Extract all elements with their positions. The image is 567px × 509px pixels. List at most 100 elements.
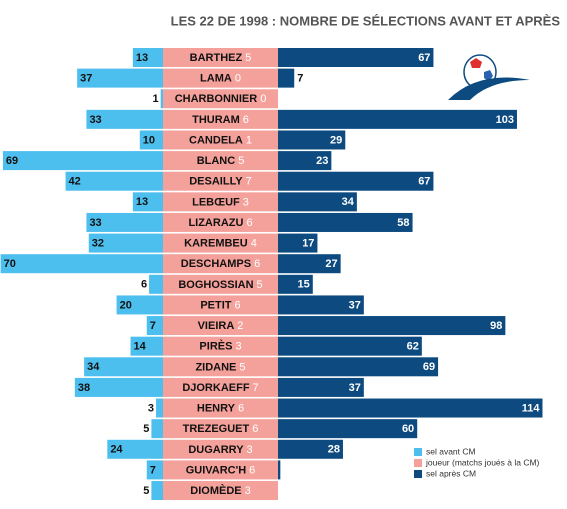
matches-played: 7 (246, 176, 252, 188)
bar-before (74, 377, 163, 397)
player-cell (163, 419, 278, 439)
bar-after (278, 419, 418, 439)
player-name: KAREMBEU 4 (184, 237, 257, 249)
player-cell (163, 151, 278, 171)
player-cell (163, 89, 278, 109)
value-label: 5 (143, 485, 149, 497)
player-name: LAMA 0 (200, 73, 241, 85)
bar-after (278, 233, 318, 253)
matches-played: 0 (235, 73, 241, 85)
bar-after (278, 192, 357, 212)
player-name: GUIVARC'H 6 (186, 464, 256, 476)
value-label: 15 (298, 279, 310, 291)
value-label: 69 (6, 155, 18, 167)
player-cell (163, 357, 278, 377)
player-cell (163, 192, 278, 212)
bar-after (278, 130, 346, 150)
value-label: 34 (87, 361, 100, 373)
player-name: DESAILLY 7 (189, 176, 252, 188)
matches-played: 6 (252, 423, 258, 435)
value-label: 6 (141, 279, 147, 291)
value-label: 33 (89, 217, 101, 229)
matches-played: 6 (238, 402, 244, 414)
name: PIRÈS (199, 340, 232, 353)
bar-after (278, 460, 281, 480)
bar-before (156, 398, 163, 418)
player-name: BARTHEZ 5 (190, 52, 252, 64)
bar-after (278, 295, 364, 315)
player-cell (163, 171, 278, 191)
bar-after (278, 151, 332, 171)
name: LIZARAZU (188, 217, 243, 229)
value-label: 70 (4, 258, 16, 270)
player-name: CHARBONNIER 0 (175, 93, 267, 105)
matches-played: 6 (254, 258, 260, 270)
bar-before (139, 130, 163, 150)
value-label: 34 (342, 196, 355, 208)
bar-after (278, 439, 343, 459)
bar-before (77, 68, 163, 88)
player-cell (163, 233, 278, 253)
matches-played: 6 (249, 464, 255, 476)
name: KAREMBEU (184, 237, 248, 249)
chart-title: LES 22 DE 1998 : NOMBRE DE SÉLECTIONS AV… (171, 13, 561, 28)
player-cell (163, 398, 278, 418)
bar-after (278, 274, 313, 294)
matches-played: 0 (260, 93, 266, 105)
player-cell (163, 212, 278, 232)
name: VIEIRA (198, 320, 235, 332)
matches-played: 3 (243, 196, 249, 208)
bar-after (278, 398, 543, 418)
bar-before (146, 460, 163, 480)
value-label: 27 (325, 258, 337, 270)
player-name: DJORKAEFF 7 (182, 382, 258, 394)
value-label: 7 (150, 464, 156, 476)
legend-label: joueur (matchs joués à la CM) (425, 457, 540, 467)
bar-after (278, 212, 413, 232)
player-cell (163, 68, 278, 88)
matches-played: 5 (238, 155, 244, 167)
player-name: DIOMÈDE 3 (190, 484, 250, 497)
bar-after (278, 357, 439, 377)
value-label: 24 (110, 444, 123, 456)
name: DUGARRY (188, 444, 244, 456)
value-label: 7 (150, 320, 156, 332)
name: DESAILLY (189, 176, 243, 188)
value-label: 103 (496, 114, 514, 126)
value-label: 98 (490, 320, 502, 332)
legend-swatch (414, 470, 422, 478)
player-name: DUGARRY 3 (188, 444, 252, 456)
bar-before (107, 439, 163, 459)
player-name: BOGHOSSIAN 5 (178, 279, 262, 291)
bar-before (130, 336, 163, 356)
value-label: 14 (134, 341, 147, 353)
bar-before (146, 316, 163, 336)
value-label: 42 (69, 176, 81, 188)
value-label: 28 (328, 444, 340, 456)
value-label: 114 (522, 402, 541, 414)
matches-played: 1 (246, 134, 252, 146)
matches-played: 3 (245, 485, 251, 497)
player-name: HENRY 6 (197, 402, 244, 414)
value-label: 60 (402, 423, 414, 435)
bar-before (149, 274, 163, 294)
player-name: VIEIRA 2 (198, 320, 244, 332)
name: BARTHEZ (190, 52, 243, 64)
matches-played: 5 (257, 279, 263, 291)
name: THURAM (192, 114, 240, 126)
player-cell (163, 274, 278, 294)
matches-played: 6 (243, 114, 249, 126)
player-cell (163, 439, 278, 459)
player-cell (163, 377, 278, 397)
name: LAMA (200, 73, 232, 85)
value-label: 5 (143, 423, 149, 435)
player-cell (163, 130, 278, 150)
player-name: PIRÈS 3 (199, 340, 241, 353)
value-label: 37 (80, 73, 92, 85)
bar-before (2, 151, 164, 171)
player-name: ZIDANE 5 (195, 361, 245, 373)
bar-before (160, 89, 163, 109)
bar-after (278, 109, 517, 129)
